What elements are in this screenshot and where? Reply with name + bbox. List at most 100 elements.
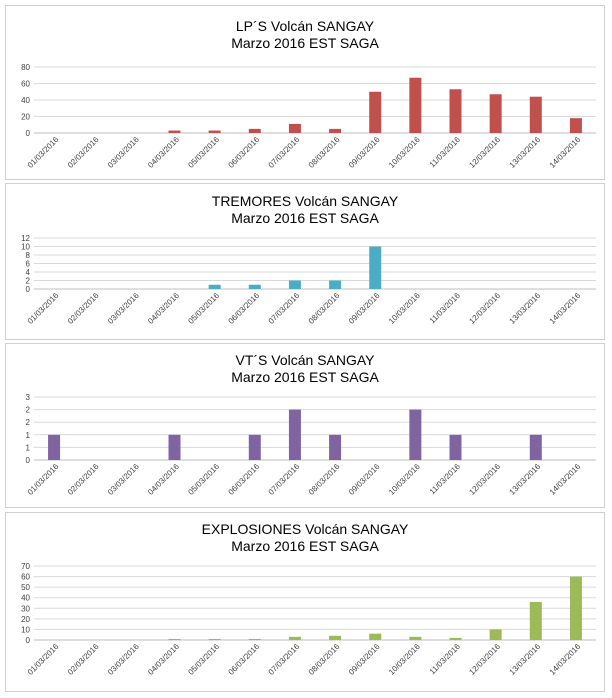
y-tick-label: 80 — [21, 63, 30, 72]
y-tick-label: 20 — [21, 113, 30, 122]
x-tick-label: 05/03/2016 — [186, 642, 221, 677]
y-tick-label: 70 — [21, 562, 30, 571]
y-tick-label: 20 — [21, 615, 30, 624]
x-tick-label: 02/03/2016 — [66, 642, 101, 677]
x-tick-label: 13/03/2016 — [508, 462, 543, 497]
bar-chart-vt: 0 1 1 2 2 3 01/03/2016 02/03/2016 03/03/2016 04/0… — [26, 393, 596, 497]
x-tick-label: 02/03/2016 — [66, 462, 101, 497]
x-tick-label: 12/03/2016 — [467, 135, 502, 170]
bar-04-03-2016 — [168, 434, 181, 460]
x-tick-label: 05/03/2016 — [186, 291, 221, 326]
y-tick-label: 3 — [26, 393, 31, 402]
x-tick-label: 04/03/2016 — [146, 642, 181, 677]
chart-title: VT´S Volcán SANGAY Marzo 2016 EST SAGA — [6, 352, 604, 386]
x-tick-label: 11/03/2016 — [428, 642, 463, 677]
bar-06-03-2016 — [248, 434, 261, 460]
y-tick-label: 0 — [26, 636, 31, 645]
x-tick-label: 10/03/2016 — [387, 642, 422, 677]
y-tick-label: 1 — [26, 431, 31, 440]
x-tick-label: 08/03/2016 — [307, 642, 342, 677]
chart-panel-lp: LP´S Volcán SANGAY Marzo 2016 EST SAGA 0… — [5, 5, 605, 180]
x-tick-label: 06/03/2016 — [227, 642, 262, 677]
bar-04-03-2016 — [168, 130, 181, 133]
y-tick-label: 8 — [26, 251, 31, 260]
bar-08-03-2016 — [329, 128, 342, 133]
chart-panel-explosiones: EXPLOSIONES Volcán SANGAY Marzo 2016 EST… — [5, 512, 605, 692]
x-tick-label: 14/03/2016 — [548, 135, 583, 170]
x-tick-label: 13/03/2016 — [508, 135, 543, 170]
bar-06-03-2016 — [248, 284, 261, 289]
x-tick-label: 10/03/2016 — [387, 462, 422, 497]
y-tick-label: 10 — [21, 243, 30, 252]
bar-08-03-2016 — [329, 635, 342, 640]
bar-14-03-2016 — [569, 576, 582, 640]
x-tick-label: 06/03/2016 — [227, 135, 262, 170]
bar-06-03-2016 — [248, 128, 261, 133]
x-tick-label: 06/03/2016 — [227, 462, 262, 497]
x-tick-label: 08/03/2016 — [307, 135, 342, 170]
bar-12-03-2016 — [489, 629, 502, 640]
y-tick-label: 50 — [21, 583, 30, 592]
x-tick-label: 08/03/2016 — [307, 462, 342, 497]
bar-12-03-2016 — [489, 94, 502, 133]
chart-subtitle: Marzo 2016 EST SAGA — [231, 35, 379, 51]
x-tick-label: 14/03/2016 — [548, 291, 583, 326]
x-tick-label: 09/03/2016 — [347, 291, 382, 326]
chart-title-main: EXPLOSIONES Volcán SANGAY — [201, 521, 409, 537]
x-tick-label: 03/03/2016 — [106, 135, 141, 170]
y-tick-label: 40 — [21, 594, 30, 603]
bar-06-03-2016 — [248, 638, 261, 640]
x-tick-label: 03/03/2016 — [106, 462, 141, 497]
x-tick-label: 12/03/2016 — [467, 462, 502, 497]
bar-08-03-2016 — [329, 280, 342, 289]
x-tick-label: 12/03/2016 — [467, 642, 502, 677]
bar-05-03-2016 — [208, 284, 221, 289]
chart-subtitle: Marzo 2016 EST SAGA — [231, 369, 379, 385]
bar-11-03-2016 — [449, 89, 462, 133]
x-tick-label: 08/03/2016 — [307, 291, 342, 326]
x-tick-label: 01/03/2016 — [26, 642, 61, 677]
x-tick-label: 12/03/2016 — [467, 291, 502, 326]
x-tick-label: 13/03/2016 — [508, 642, 543, 677]
x-tick-label: 14/03/2016 — [548, 462, 583, 497]
bar-09-03-2016 — [369, 246, 382, 289]
x-tick-label: 04/03/2016 — [146, 462, 181, 497]
bar-14-03-2016 — [569, 118, 582, 133]
chart-title-main: LP´S Volcán SANGAY — [235, 18, 375, 34]
x-tick-label: 03/03/2016 — [106, 291, 141, 326]
bar-05-03-2016 — [208, 638, 221, 640]
bar-11-03-2016 — [449, 434, 462, 460]
x-tick-label: 14/03/2016 — [548, 642, 583, 677]
bar-07-03-2016 — [288, 280, 301, 289]
bar-01-03-2016 — [48, 434, 61, 460]
y-tick-label: 60 — [21, 573, 30, 582]
chart-title: TREMORES Volcán SANGAY Marzo 2016 EST SA… — [6, 193, 604, 227]
x-tick-label: 09/03/2016 — [347, 135, 382, 170]
x-tick-label: 02/03/2016 — [66, 291, 101, 326]
x-tick-label: 03/03/2016 — [106, 642, 141, 677]
bar-09-03-2016 — [369, 633, 382, 640]
chart-subtitle: Marzo 2016 EST SAGA — [231, 210, 379, 226]
y-tick-label: 0 — [26, 456, 31, 465]
bar-13-03-2016 — [529, 601, 542, 640]
x-tick-label: 11/03/2016 — [428, 462, 463, 497]
x-tick-label: 01/03/2016 — [26, 135, 61, 170]
bar-07-03-2016 — [288, 409, 301, 460]
chart-subtitle: Marzo 2016 EST SAGA — [231, 538, 379, 554]
y-tick-label: 2 — [26, 277, 31, 286]
bar-07-03-2016 — [288, 123, 301, 133]
y-tick-label: 12 — [21, 234, 30, 243]
x-tick-label: 13/03/2016 — [508, 291, 543, 326]
chart-title: EXPLOSIONES Volcán SANGAY Marzo 2016 EST… — [6, 521, 604, 555]
y-tick-label: 30 — [21, 604, 30, 613]
y-tick-label: 60 — [21, 80, 30, 89]
bar-05-03-2016 — [208, 130, 221, 133]
x-tick-label: 07/03/2016 — [267, 135, 302, 170]
bar-10-03-2016 — [409, 77, 422, 133]
bar-10-03-2016 — [409, 636, 422, 640]
x-tick-label: 02/03/2016 — [66, 135, 101, 170]
chart-title-main: VT´S Volcán SANGAY — [235, 352, 375, 368]
y-tick-label: 2 — [26, 406, 31, 415]
